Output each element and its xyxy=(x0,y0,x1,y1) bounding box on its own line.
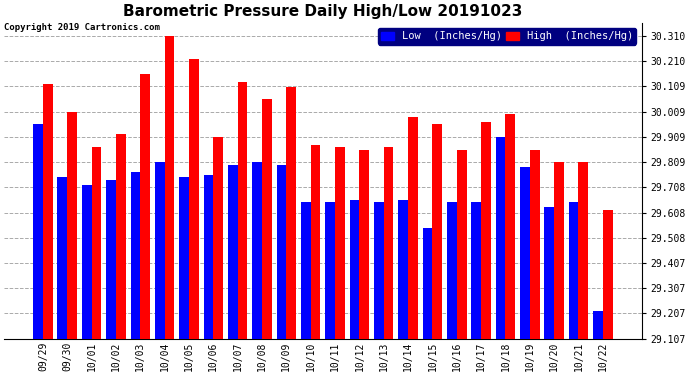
Bar xyxy=(57,177,67,339)
Bar xyxy=(262,99,272,339)
Bar xyxy=(33,124,43,339)
Bar xyxy=(237,81,248,339)
Bar xyxy=(520,167,530,339)
Bar xyxy=(116,134,126,339)
Bar xyxy=(43,84,52,339)
Bar xyxy=(301,202,310,339)
Bar xyxy=(495,137,506,339)
Bar xyxy=(408,117,418,339)
Bar xyxy=(569,202,578,339)
Bar xyxy=(374,202,384,339)
Bar xyxy=(189,59,199,339)
Bar xyxy=(335,147,345,339)
Bar xyxy=(92,147,101,339)
Bar xyxy=(325,202,335,339)
Bar xyxy=(277,165,286,339)
Bar xyxy=(350,200,359,339)
Text: Copyright 2019 Cartronics.com: Copyright 2019 Cartronics.com xyxy=(4,23,160,32)
Bar xyxy=(253,162,262,339)
Bar xyxy=(228,165,237,339)
Bar xyxy=(204,175,213,339)
Legend: Low  (Inches/Hg), High  (Inches/Hg): Low (Inches/Hg), High (Inches/Hg) xyxy=(378,28,636,45)
Bar xyxy=(310,144,320,339)
Bar xyxy=(423,228,433,339)
Bar xyxy=(398,200,408,339)
Bar xyxy=(179,177,189,339)
Bar xyxy=(603,210,613,339)
Bar xyxy=(578,162,589,339)
Bar xyxy=(554,162,564,339)
Bar xyxy=(471,202,481,339)
Bar xyxy=(433,124,442,339)
Bar xyxy=(106,180,116,339)
Bar xyxy=(359,150,369,339)
Bar xyxy=(506,114,515,339)
Bar xyxy=(544,207,554,339)
Bar xyxy=(67,112,77,339)
Bar xyxy=(82,185,92,339)
Bar xyxy=(593,311,603,339)
Bar xyxy=(140,74,150,339)
Title: Barometric Pressure Daily High/Low 20191023: Barometric Pressure Daily High/Low 20191… xyxy=(124,4,522,19)
Bar xyxy=(213,137,223,339)
Bar xyxy=(447,202,457,339)
Bar xyxy=(481,122,491,339)
Bar xyxy=(384,147,393,339)
Bar xyxy=(457,150,466,339)
Bar xyxy=(165,36,175,339)
Bar xyxy=(130,172,140,339)
Bar xyxy=(155,162,165,339)
Bar xyxy=(530,150,540,339)
Bar xyxy=(286,87,296,339)
